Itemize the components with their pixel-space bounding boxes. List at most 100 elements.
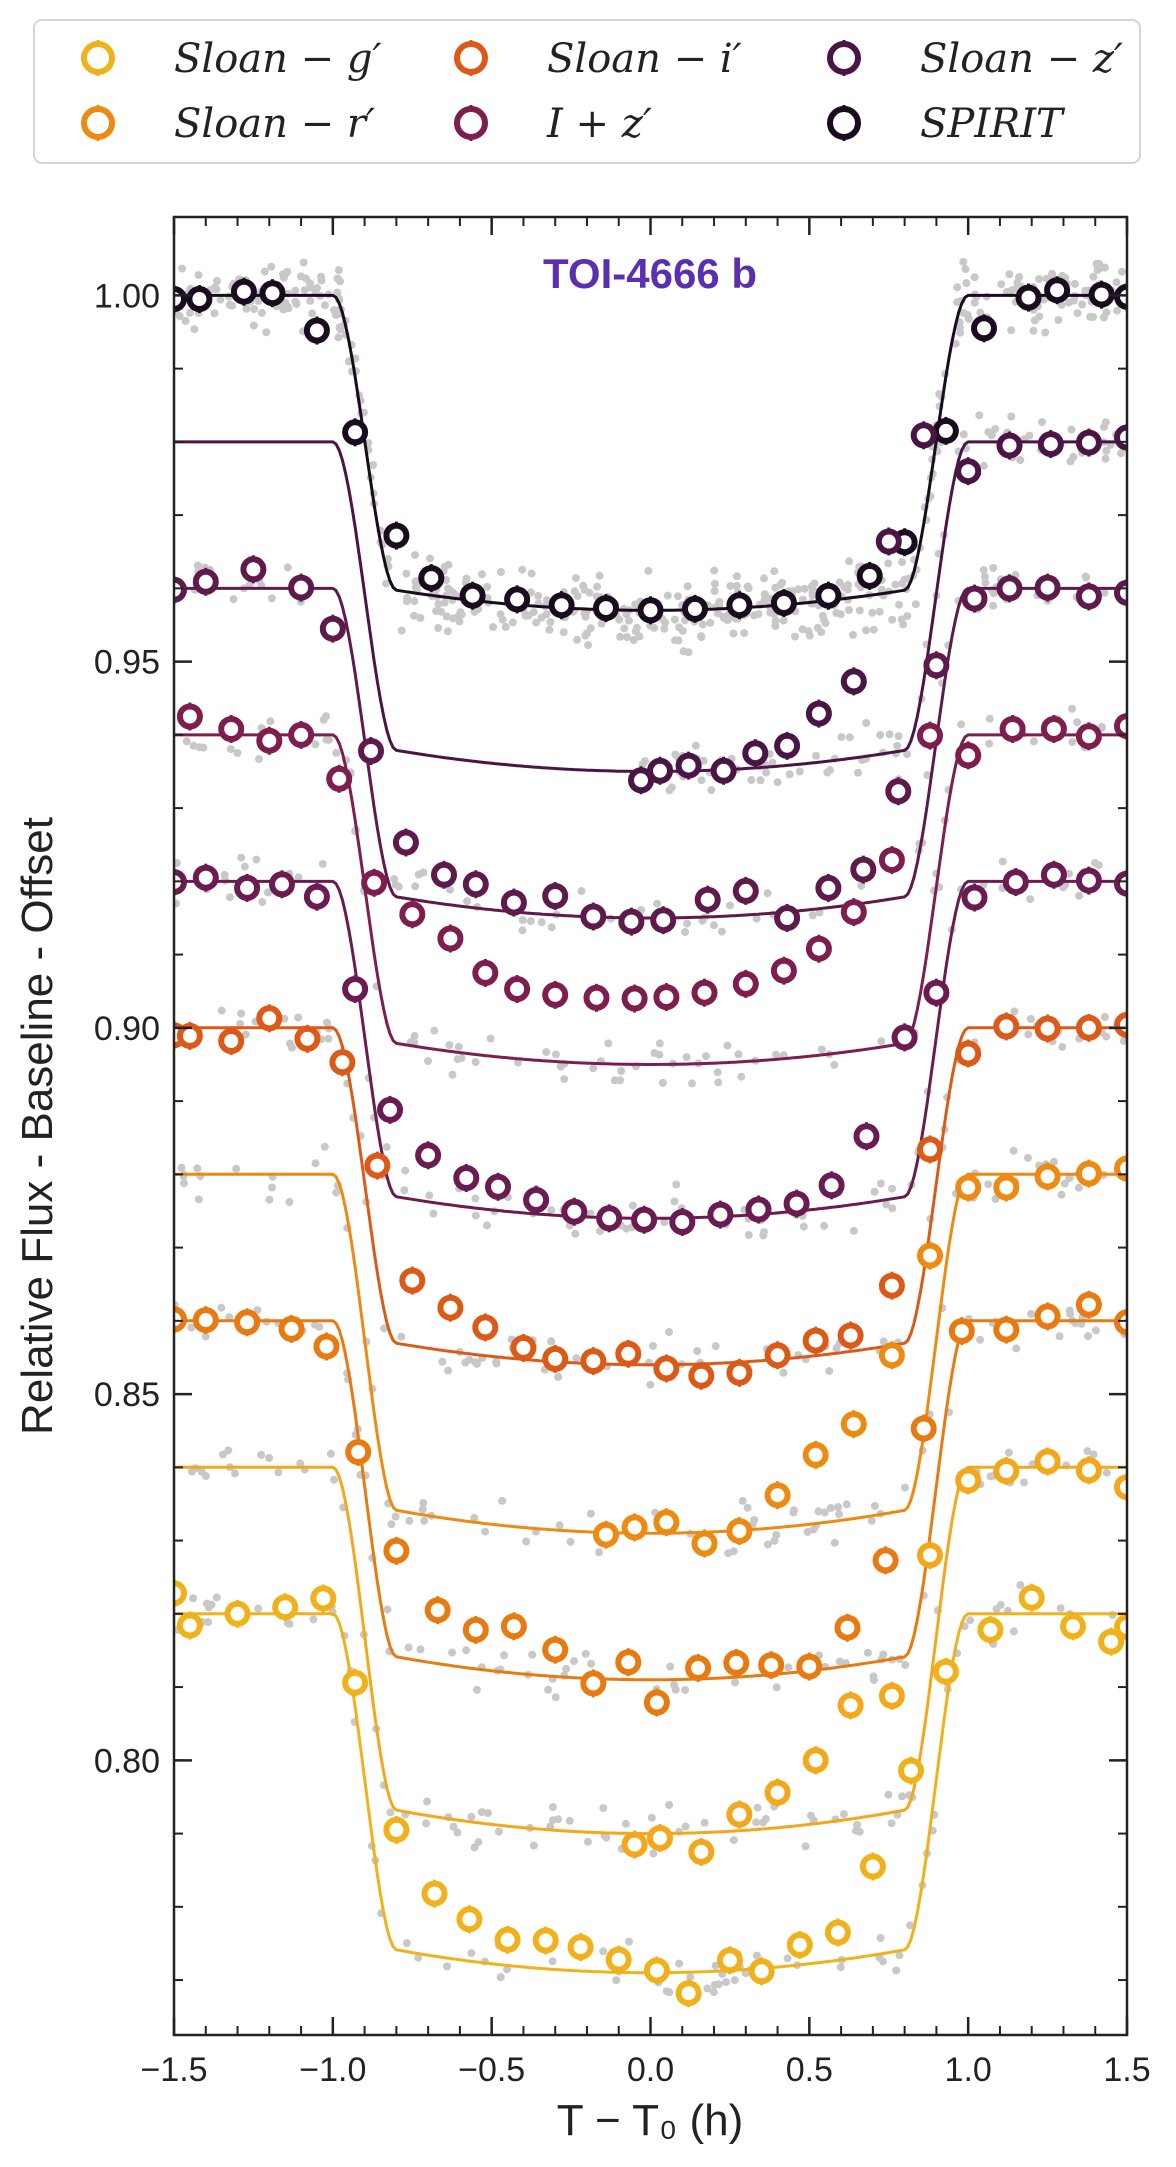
raw-point [400, 1186, 409, 1195]
raw-point [1010, 1007, 1019, 1016]
binned-point [542, 1636, 569, 1663]
raw-point [529, 1841, 538, 1850]
raw-point [906, 1921, 915, 1930]
binned-point [621, 1514, 648, 1541]
raw-point [280, 1014, 289, 1023]
raw-point [257, 1450, 266, 1459]
raw-point [583, 1837, 592, 1846]
raw-point [226, 745, 235, 753]
raw-point [970, 298, 979, 307]
raw-point [849, 1226, 858, 1235]
raw-point [624, 616, 633, 625]
raw-point [438, 1357, 447, 1366]
raw-point [879, 1957, 887, 1966]
raw-point [773, 778, 782, 787]
raw-point [177, 1163, 186, 1172]
binned-point [878, 1342, 905, 1369]
raw-point [449, 1822, 458, 1831]
raw-point [671, 636, 679, 645]
binned-point [993, 1316, 1020, 1343]
raw-point [813, 623, 822, 632]
binned-point [764, 1342, 791, 1369]
binned-point [955, 1040, 982, 1067]
raw-point [984, 1180, 993, 1189]
raw-point [1020, 1478, 1028, 1487]
raw-point [992, 1605, 1001, 1613]
raw-point [174, 859, 181, 867]
binned-point [802, 1441, 829, 1468]
raw-point [397, 1332, 406, 1341]
binned-point [424, 1597, 451, 1624]
raw-point [587, 1659, 596, 1668]
raw-point [843, 585, 852, 594]
raw-point [1113, 306, 1121, 315]
raw-point [573, 635, 582, 644]
raw-point [405, 1516, 414, 1525]
raw-point [220, 870, 229, 879]
raw-point [443, 627, 452, 636]
binned-point [764, 1779, 791, 1806]
raw-point [294, 1013, 303, 1022]
raw-point [979, 566, 988, 575]
raw-point [820, 1221, 829, 1230]
raw-point [201, 1332, 210, 1341]
raw-point [849, 630, 857, 639]
raw-point [411, 551, 419, 560]
raw-point [404, 1643, 413, 1652]
legend-label: Sloan − g′ [174, 36, 382, 82]
raw-point [548, 1803, 557, 1812]
raw-point [629, 636, 638, 645]
raw-point [897, 615, 906, 624]
raw-point [308, 309, 317, 318]
raw-point [334, 266, 343, 275]
binned-point [192, 568, 219, 595]
raw-point [253, 1306, 262, 1315]
raw-point [989, 601, 998, 610]
raw-point [789, 1506, 798, 1515]
binned-point [377, 1096, 403, 1123]
raw-point [471, 1058, 480, 1066]
binned-point [192, 1307, 219, 1334]
raw-point [500, 1651, 509, 1660]
raw-point [369, 461, 378, 470]
raw-point [257, 308, 266, 317]
raw-point [449, 589, 458, 598]
raw-point [579, 581, 588, 590]
binned-point [310, 1585, 337, 1612]
binned-point [500, 1613, 527, 1640]
raw-point [876, 731, 885, 739]
raw-point [663, 591, 672, 600]
binned-point [256, 727, 283, 754]
binned-point [593, 1521, 619, 1548]
raw-point [225, 1313, 234, 1322]
raw-point [981, 578, 990, 587]
raw-point [382, 579, 391, 588]
binned-point [453, 1165, 480, 1191]
raw-point [1094, 861, 1103, 870]
raw-point [414, 870, 423, 879]
raw-point [681, 1822, 690, 1831]
raw-point [888, 1204, 897, 1213]
raw-point [1099, 422, 1108, 431]
raw-point [471, 1211, 480, 1220]
raw-point [529, 608, 538, 617]
binned-point [383, 1537, 410, 1564]
raw-point [440, 562, 449, 571]
raw-point [744, 1231, 753, 1239]
raw-point [245, 580, 254, 589]
binned-point [993, 1174, 1020, 1201]
raw-point [1056, 1604, 1065, 1613]
raw-point [681, 1686, 690, 1694]
raw-point [236, 1019, 245, 1028]
raw-point [959, 309, 968, 317]
raw-point [895, 1951, 904, 1960]
y-tick-label: 1.00 [94, 277, 160, 315]
raw-point [779, 616, 788, 625]
binned-point [459, 582, 486, 609]
raw-point [1102, 1468, 1111, 1477]
raw-point [465, 1355, 474, 1364]
binned-point [650, 907, 677, 934]
raw-point [675, 623, 684, 632]
raw-point [976, 308, 985, 317]
binned-point [621, 1831, 648, 1858]
